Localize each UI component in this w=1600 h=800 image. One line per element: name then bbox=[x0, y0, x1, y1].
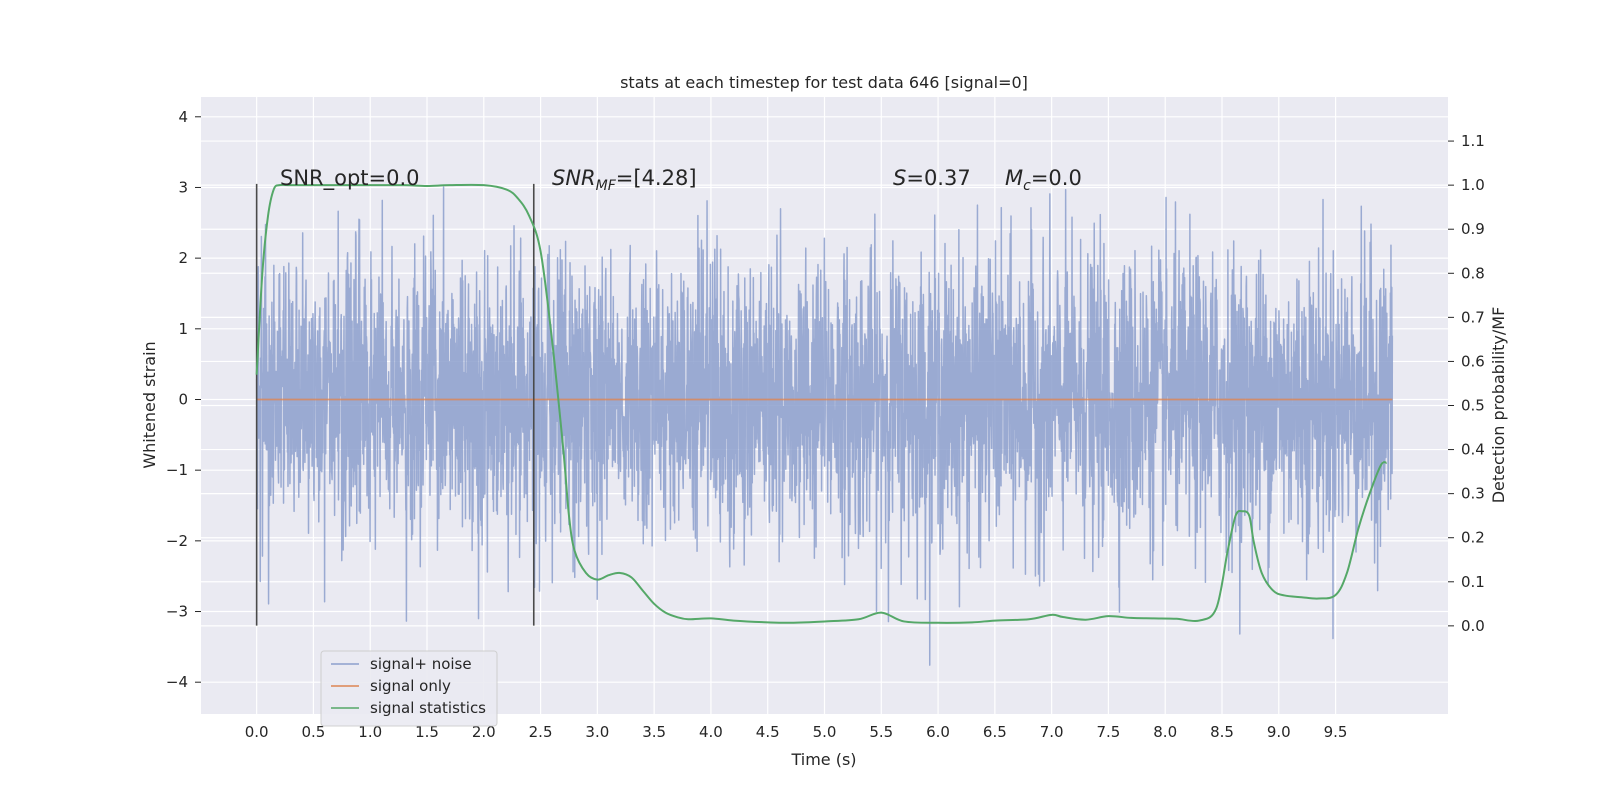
y-right-tick-label: 0.8 bbox=[1461, 264, 1485, 282]
x-tick-label: 8.0 bbox=[1153, 723, 1177, 741]
signal-statistics-series bbox=[255, 183, 1388, 624]
x-tick-label: 7.0 bbox=[1040, 723, 1064, 741]
legend: signal+ noise signal only signal statist… bbox=[320, 650, 498, 727]
marker-lines bbox=[255, 183, 535, 626]
x-tick-label: 9.5 bbox=[1324, 723, 1348, 741]
y-right-tick-label: 0.6 bbox=[1461, 352, 1485, 370]
noise-line bbox=[255, 186, 1394, 666]
x-tick-label: 5.5 bbox=[869, 723, 893, 741]
x-tick-label: 3.0 bbox=[585, 723, 609, 741]
statistics-line bbox=[255, 183, 1388, 624]
x-tick-label: 5.0 bbox=[813, 723, 837, 741]
snr-mf-annotation: SNRMF=[4.28] bbox=[552, 166, 697, 194]
y-tick-label: 3 bbox=[178, 178, 188, 196]
signal-noise-series bbox=[255, 186, 1394, 666]
y-right-tick-label: 0.3 bbox=[1461, 485, 1485, 503]
x-tick-label: 9.0 bbox=[1267, 723, 1291, 741]
y-tick-label: −3 bbox=[166, 603, 188, 621]
x-tick-label: 4.5 bbox=[756, 723, 780, 741]
x-tick-label: 1.0 bbox=[358, 723, 382, 741]
axis-ticks: 0.0 0.5 1.0 1.5 2.0 2.5 3.0 3.5 4.0 4.5 5.0 5.5 6.0 6… bbox=[166, 108, 1485, 741]
y-right-tick-label: 0.4 bbox=[1461, 441, 1485, 459]
x-tick-label: 6.5 bbox=[983, 723, 1007, 741]
legend-label-noise: signal+ noise bbox=[370, 655, 472, 673]
y-right-tick-label: 0.7 bbox=[1461, 308, 1485, 326]
y-tick-label: 2 bbox=[178, 249, 188, 267]
legend-label-signal: signal only bbox=[370, 677, 451, 695]
snr-opt-annotation: SNR_opt=0.0 bbox=[280, 166, 420, 191]
y-tick-label: 1 bbox=[178, 320, 188, 338]
x-tick-label: 0.0 bbox=[245, 723, 269, 741]
y-tick-label: −4 bbox=[166, 673, 188, 691]
x-tick-label: 8.5 bbox=[1210, 723, 1234, 741]
x-tick-label: 7.5 bbox=[1096, 723, 1120, 741]
x-tick-label: 4.0 bbox=[699, 723, 723, 741]
x-tick-label: 6.0 bbox=[926, 723, 950, 741]
x-tick-label: 1.5 bbox=[415, 723, 439, 741]
y-right-tick-label: 0.0 bbox=[1461, 617, 1485, 635]
s-annotation: S=0.37 bbox=[893, 166, 971, 190]
y-right-tick-label: 1.1 bbox=[1461, 132, 1485, 150]
y-tick-label: −1 bbox=[166, 461, 188, 479]
y-right-tick-label: 0.2 bbox=[1461, 529, 1485, 547]
legend-box bbox=[320, 650, 498, 727]
legend-label-stats: signal statistics bbox=[370, 699, 486, 717]
chart-title: stats at each timestep for test data 646… bbox=[620, 73, 1028, 92]
y-tick-label: 4 bbox=[178, 108, 188, 126]
y-right-tick-label: 0.5 bbox=[1461, 397, 1485, 415]
x-tick-label: 2.0 bbox=[472, 723, 496, 741]
x-tick-label: 0.5 bbox=[302, 723, 326, 741]
y-right-tick-label: 0.1 bbox=[1461, 573, 1485, 591]
y-right-tick-label: 0.9 bbox=[1461, 220, 1485, 238]
mc-annotation: Mc=0.0 bbox=[1005, 166, 1082, 194]
y-right-axis-label: Detection probability/MF bbox=[1489, 307, 1508, 504]
x-tick-label: 3.5 bbox=[642, 723, 666, 741]
y-axis-label: Whitened strain bbox=[140, 341, 159, 468]
y-right-tick-label: 1.0 bbox=[1461, 176, 1485, 194]
y-tick-label: −2 bbox=[166, 532, 188, 550]
y-tick-label: 0 bbox=[178, 390, 188, 408]
x-tick-label: 2.5 bbox=[529, 723, 553, 741]
x-axis-label: Time (s) bbox=[790, 750, 856, 769]
